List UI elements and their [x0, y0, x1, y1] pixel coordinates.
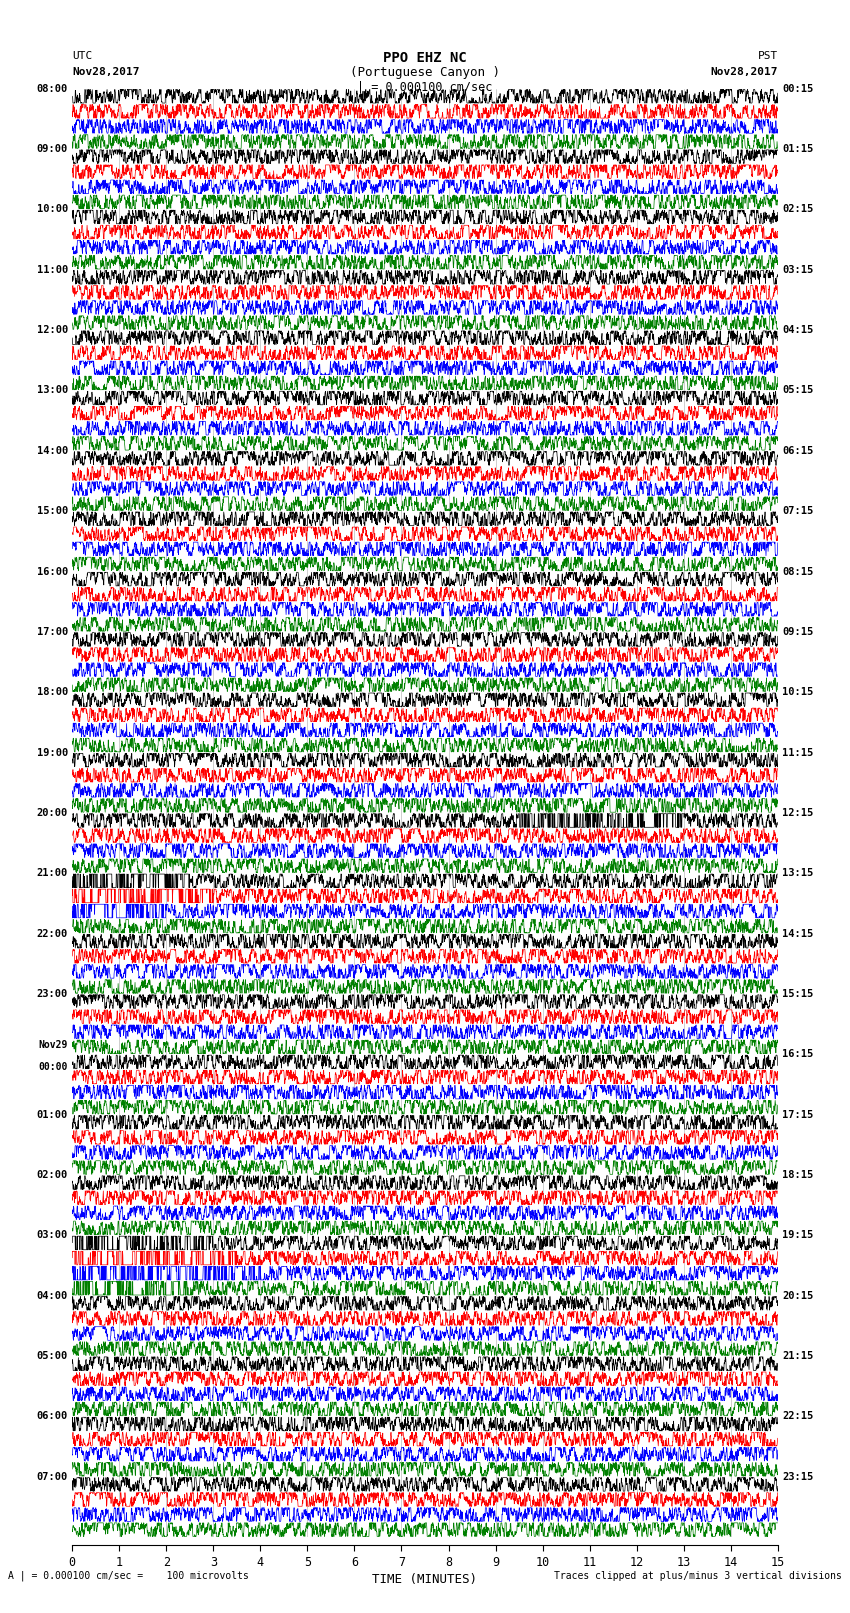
Text: 18:15: 18:15 — [782, 1169, 813, 1181]
Text: 14:15: 14:15 — [782, 929, 813, 939]
Text: 06:00: 06:00 — [37, 1411, 68, 1421]
Text: 06:15: 06:15 — [782, 445, 813, 456]
Text: 04:15: 04:15 — [782, 326, 813, 336]
Text: 16:15: 16:15 — [782, 1050, 813, 1060]
Text: 23:15: 23:15 — [782, 1471, 813, 1482]
Text: PST: PST — [757, 52, 778, 61]
Text: Nov28,2017: Nov28,2017 — [711, 68, 778, 77]
Text: UTC: UTC — [72, 52, 93, 61]
Text: Nov29: Nov29 — [38, 1039, 68, 1050]
Text: 21:15: 21:15 — [782, 1352, 813, 1361]
Text: 11:15: 11:15 — [782, 747, 813, 758]
Text: 00:00: 00:00 — [38, 1063, 68, 1073]
Text: 19:00: 19:00 — [37, 747, 68, 758]
Text: Traces clipped at plus/minus 3 vertical divisions: Traces clipped at plus/minus 3 vertical … — [553, 1571, 842, 1581]
Text: PPO EHZ NC: PPO EHZ NC — [383, 50, 467, 65]
Text: 05:15: 05:15 — [782, 386, 813, 395]
Text: (Portuguese Canyon ): (Portuguese Canyon ) — [350, 66, 500, 79]
Text: 15:15: 15:15 — [782, 989, 813, 998]
Text: 22:00: 22:00 — [37, 929, 68, 939]
X-axis label: TIME (MINUTES): TIME (MINUTES) — [372, 1573, 478, 1586]
Text: 07:15: 07:15 — [782, 506, 813, 516]
Text: 22:15: 22:15 — [782, 1411, 813, 1421]
Text: 13:00: 13:00 — [37, 386, 68, 395]
Text: 18:00: 18:00 — [37, 687, 68, 697]
Text: 17:00: 17:00 — [37, 627, 68, 637]
Text: 11:00: 11:00 — [37, 265, 68, 274]
Text: 08:00: 08:00 — [37, 84, 68, 94]
Text: 04:00: 04:00 — [37, 1290, 68, 1300]
Text: 20:00: 20:00 — [37, 808, 68, 818]
Text: 15:00: 15:00 — [37, 506, 68, 516]
Text: Nov28,2017: Nov28,2017 — [72, 68, 139, 77]
Text: 00:15: 00:15 — [782, 84, 813, 94]
Text: 03:00: 03:00 — [37, 1231, 68, 1240]
Text: 13:15: 13:15 — [782, 868, 813, 879]
Text: 12:00: 12:00 — [37, 326, 68, 336]
Text: 20:15: 20:15 — [782, 1290, 813, 1300]
Text: A | = 0.000100 cm/sec =    100 microvolts: A | = 0.000100 cm/sec = 100 microvolts — [8, 1569, 249, 1581]
Text: 07:00: 07:00 — [37, 1471, 68, 1482]
Text: 09:15: 09:15 — [782, 627, 813, 637]
Text: 09:00: 09:00 — [37, 144, 68, 155]
Text: 17:15: 17:15 — [782, 1110, 813, 1119]
Text: 23:00: 23:00 — [37, 989, 68, 998]
Text: 14:00: 14:00 — [37, 445, 68, 456]
Text: 10:15: 10:15 — [782, 687, 813, 697]
Text: | = 0.000100 cm/sec: | = 0.000100 cm/sec — [357, 81, 493, 94]
Text: 05:00: 05:00 — [37, 1352, 68, 1361]
Text: 10:00: 10:00 — [37, 205, 68, 215]
Text: 19:15: 19:15 — [782, 1231, 813, 1240]
Text: 03:15: 03:15 — [782, 265, 813, 274]
Text: 01:15: 01:15 — [782, 144, 813, 155]
Text: 02:00: 02:00 — [37, 1169, 68, 1181]
Text: 16:00: 16:00 — [37, 566, 68, 576]
Text: 08:15: 08:15 — [782, 566, 813, 576]
Text: 21:00: 21:00 — [37, 868, 68, 879]
Text: 02:15: 02:15 — [782, 205, 813, 215]
Text: 12:15: 12:15 — [782, 808, 813, 818]
Text: 01:00: 01:00 — [37, 1110, 68, 1119]
